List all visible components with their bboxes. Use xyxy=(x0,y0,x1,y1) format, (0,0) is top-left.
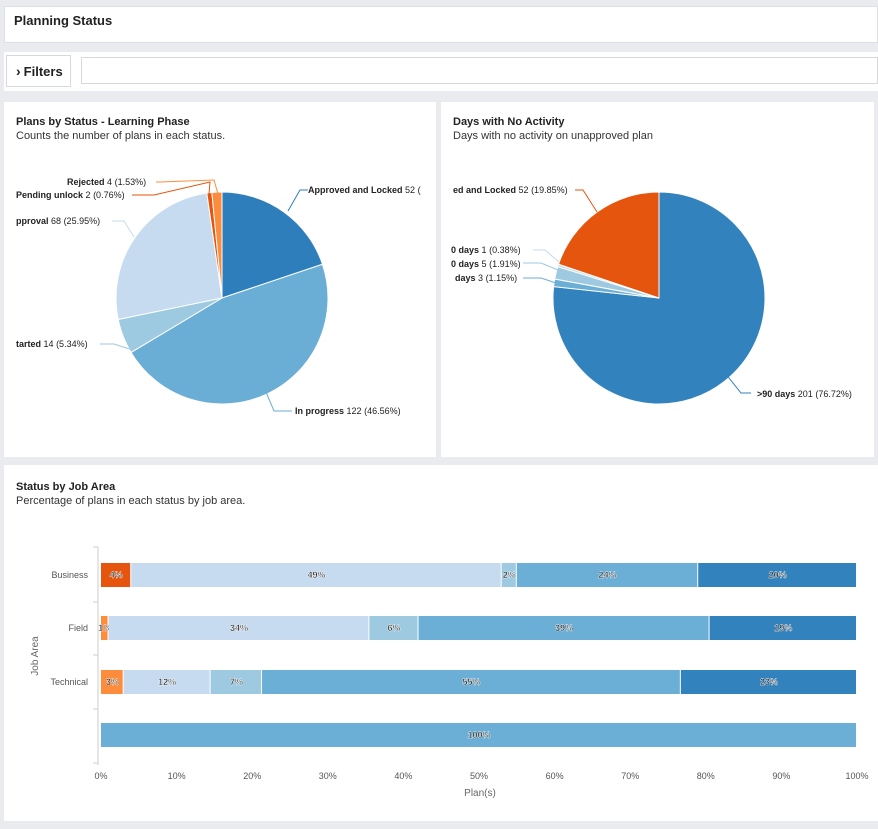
leader-line-approval xyxy=(112,220,135,238)
label-days-3: days 3 (1.15%) xyxy=(455,273,517,283)
bar-label-field-4: 19% xyxy=(774,623,792,633)
bar-segment-business-1[interactable] xyxy=(131,563,501,587)
leader-line-approved-locked xyxy=(287,189,308,212)
filters-toggle-button[interactable]: › Filters xyxy=(6,55,71,87)
x-tick-label-1: 10% xyxy=(168,771,186,781)
bar-label-business-2: 2% xyxy=(503,570,516,580)
job-area-subtitle: Percentage of plans in each status by jo… xyxy=(16,495,246,507)
learning-phase-chart: Approved and Locked 52 ( In progress 122… xyxy=(16,177,421,416)
label-days-5: 0 days 5 (1.91%) xyxy=(451,259,521,269)
bar-segment-business-0[interactable] xyxy=(101,563,131,587)
job-area-card: Status by Job Area Percentage of plans i… xyxy=(4,465,878,821)
pie-slice-approved-and-locked-0[interactable] xyxy=(221,191,324,299)
bar-label-technical-0: 3% xyxy=(106,677,119,687)
x-tick-label-9: 90% xyxy=(772,771,790,781)
pie-slice-in-progress-1[interactable] xyxy=(130,263,329,405)
page-header: Planning Status xyxy=(4,6,878,43)
bar-segment-field-2[interactable] xyxy=(369,616,418,640)
x-axis-label: Plan(s) xyxy=(464,788,496,799)
label-90-days: >90 days 201 (76.72%) xyxy=(757,389,852,399)
x-tick-label-8: 80% xyxy=(697,771,715,781)
learning-phase-title: Plans by Status - Learning Phase xyxy=(16,116,190,128)
filters-input[interactable] xyxy=(81,57,878,84)
filters-bar: › Filters xyxy=(4,52,878,91)
x-tick-label-7: 70% xyxy=(621,771,639,781)
job-area-title: Status by Job Area xyxy=(16,481,116,493)
bar-label-field-0: 1% xyxy=(98,623,111,633)
bar-segment-technical-0[interactable] xyxy=(101,670,123,694)
bar-segment-business-3[interactable] xyxy=(516,563,698,587)
label-in-progress: In progress 122 (46.56%) xyxy=(295,406,401,416)
leader-line-days-3 xyxy=(523,277,557,284)
label-not-started: tarted 14 (5.34%) xyxy=(16,339,88,349)
bar-label-technical-1: 12% xyxy=(158,677,176,687)
bar-segment-technical-4[interactable] xyxy=(680,670,856,694)
category-label-field: Field xyxy=(68,623,88,633)
leader-line-locked xyxy=(575,189,598,213)
bar-segment-technical-3[interactable] xyxy=(262,670,680,694)
pie-slice-approved-and-locked-4[interactable] xyxy=(557,191,660,299)
filters-label: Filters xyxy=(23,63,63,79)
bar-label-field-3: 39% xyxy=(555,623,573,633)
label-days-1: 0 days 1 (0.38%) xyxy=(451,245,521,255)
leader-line-rejected xyxy=(156,179,219,195)
no-activity-chart: >90 days 201 (76.72%) days 3 (1.15%) 0 d… xyxy=(451,185,852,405)
category-label-technical: Technical xyxy=(50,677,88,687)
bar-label-field-1: 34% xyxy=(230,623,248,633)
label-approved-locked: Approved and Locked 52 ( xyxy=(308,185,421,195)
bar-label-technical-4: 23% xyxy=(760,677,778,687)
no-activity-card: Days with No Activity Days with no activ… xyxy=(441,102,874,457)
bar-label-field-2: 6% xyxy=(387,623,400,633)
bar-segment-business-2[interactable] xyxy=(501,563,516,587)
bar-segment-business-4[interactable] xyxy=(698,563,856,587)
x-tick-label-10: 100% xyxy=(845,771,868,781)
label-rejected: Rejected 4 (1.53%) xyxy=(67,177,146,187)
label-locked: ed and Locked 52 (19.85%) xyxy=(453,185,568,195)
x-tick-label-2: 20% xyxy=(243,771,261,781)
label-pending-unlock: Pending unlock 2 (0.76%) xyxy=(16,190,125,200)
page-title: Planning Status xyxy=(14,13,113,28)
x-tick-label-3: 30% xyxy=(319,771,337,781)
pie-slice-approval-3[interactable] xyxy=(115,192,223,321)
leader-line-in-progress xyxy=(265,391,292,412)
bar-label-business-4: 20% xyxy=(769,570,787,580)
leader-line-days-5 xyxy=(523,262,559,271)
leader-line-days-1 xyxy=(533,249,560,263)
learning-phase-card: Plans by Status - Learning Phase Counts … xyxy=(4,102,436,457)
label-approval: pproval 68 (25.95%) xyxy=(16,216,100,226)
bar-label-business-3: 24% xyxy=(599,570,617,580)
bar-segment-field-3[interactable] xyxy=(418,616,709,640)
bar-label-technical-3: 55% xyxy=(462,677,480,687)
category-label-business: Business xyxy=(51,570,88,580)
leader-line-90-days xyxy=(724,372,751,394)
pie-slice-90-days-0[interactable] xyxy=(552,191,766,405)
bar-segment-technical-2[interactable] xyxy=(210,670,262,694)
x-tick-label-0: 0% xyxy=(94,771,107,781)
leader-line-not-started xyxy=(100,343,134,351)
bar-segment-field-0[interactable] xyxy=(101,616,108,640)
chevron-right-icon: › xyxy=(16,63,21,79)
job-area-chart: Business 4% 49% 2% 24% 20% Field 1% 34% 6% 39% 19% T… xyxy=(30,546,869,799)
bar-label-business-1: 49% xyxy=(307,570,325,580)
bar-segment-field-4[interactable] xyxy=(709,616,856,640)
x-tick-label-5: 50% xyxy=(470,771,488,781)
x-tick-label-4: 40% xyxy=(394,771,412,781)
learning-phase-subtitle: Counts the number of plans in each statu… xyxy=(16,130,226,142)
no-activity-title: Days with No Activity xyxy=(453,116,565,128)
pie-slice-rejected-5[interactable] xyxy=(211,191,223,299)
bar-label-technical-2: 7% xyxy=(230,677,243,687)
leader-line-pending-unlock xyxy=(132,181,211,196)
bar-label-all-0: 100% xyxy=(467,730,490,740)
no-activity-subtitle: Days with no activity on unapproved plan xyxy=(453,130,653,142)
bar-segment-technical-1[interactable] xyxy=(123,670,210,694)
bar-segment-all-0[interactable] xyxy=(101,723,856,747)
y-axis-label: Job Area xyxy=(30,636,41,676)
bar-label-business-0: 4% xyxy=(110,570,123,580)
bar-segment-field-1[interactable] xyxy=(108,616,369,640)
x-tick-label-6: 60% xyxy=(546,771,564,781)
